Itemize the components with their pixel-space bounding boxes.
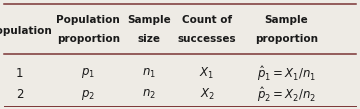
Text: $X_2$: $X_2$ (199, 87, 215, 102)
Text: proportion: proportion (57, 34, 120, 44)
Text: Population: Population (56, 15, 120, 25)
Text: $p_1$: $p_1$ (81, 66, 95, 80)
Text: size: size (138, 34, 161, 44)
Text: proportion: proportion (255, 34, 318, 44)
Text: 1: 1 (16, 66, 23, 80)
Text: Count of: Count of (182, 15, 232, 25)
Text: successes: successes (178, 34, 236, 44)
Text: Sample: Sample (127, 15, 171, 25)
Text: $n_2$: $n_2$ (143, 88, 156, 101)
Text: 2: 2 (16, 88, 23, 101)
Text: $\hat{p}_2 = X_2/n_2$: $\hat{p}_2 = X_2/n_2$ (257, 85, 316, 104)
Text: $p_2$: $p_2$ (81, 88, 95, 102)
Text: $n_1$: $n_1$ (143, 66, 156, 80)
Text: Sample: Sample (264, 15, 308, 25)
Text: Population: Population (0, 26, 52, 36)
Text: $\hat{p}_1 = X_1/n_1$: $\hat{p}_1 = X_1/n_1$ (257, 64, 316, 83)
Text: $X_1$: $X_1$ (199, 66, 215, 81)
